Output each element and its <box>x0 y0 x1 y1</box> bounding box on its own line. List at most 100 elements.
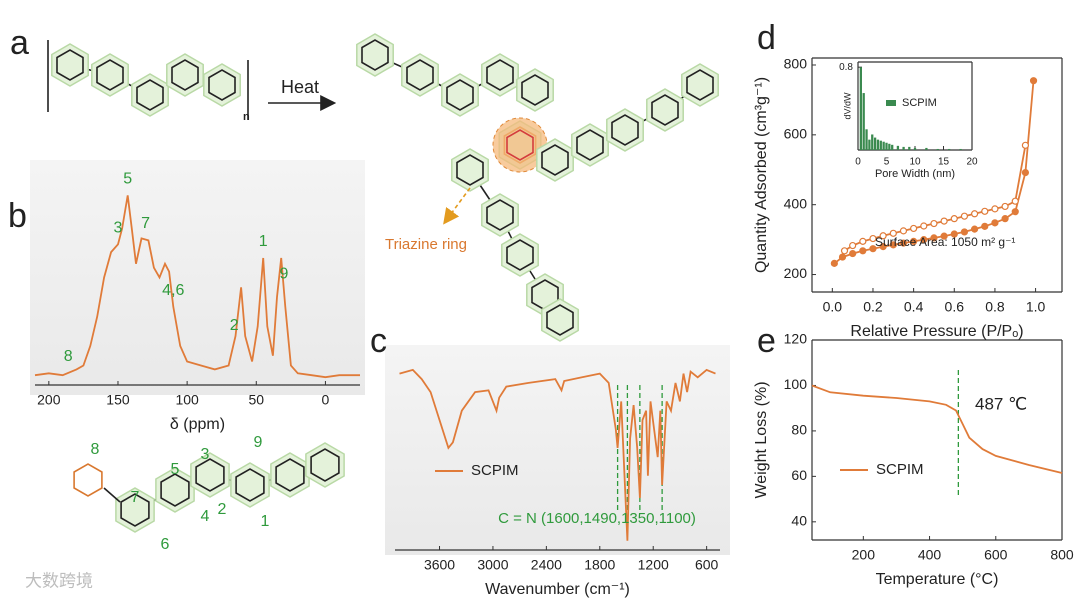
bar <box>888 143 891 150</box>
x-tick-label: 800 <box>1050 547 1074 563</box>
data-point <box>971 210 979 218</box>
data-point <box>910 237 918 245</box>
data-point <box>930 219 938 228</box>
x-tick-label: 200 <box>852 547 876 563</box>
y-tick-label: 200 <box>784 265 808 281</box>
y-tick-label: 400 <box>784 195 808 211</box>
ring <box>651 94 679 126</box>
spectrum-line <box>34 195 360 379</box>
ring <box>541 144 569 176</box>
x-tick-label: 600 <box>695 557 719 573</box>
data-point <box>879 232 887 240</box>
atom-number: 7 <box>131 489 140 506</box>
bar <box>948 148 951 150</box>
bar <box>871 134 874 150</box>
watermark: 大数跨境 <box>25 571 93 590</box>
y-tick-label: 100 <box>784 376 808 392</box>
data-point <box>991 205 999 213</box>
data-point <box>879 242 887 251</box>
y-tick-label: 80 <box>791 422 807 438</box>
panel-label: b <box>8 197 27 235</box>
annotation: Surface Area: 1050 m² g⁻¹ <box>875 235 1015 249</box>
data-point <box>991 219 999 227</box>
x-tick-label: 0 <box>322 392 330 408</box>
x-tick-label: 0 <box>855 157 861 168</box>
x-axis-label: Temperature (°C) <box>876 571 999 588</box>
panel-c-background <box>385 345 730 555</box>
repeat-unit: n <box>243 111 250 123</box>
spectrum-line <box>811 384 1063 474</box>
bar <box>882 141 885 150</box>
reaction-condition: Heat <box>281 77 319 97</box>
data-point <box>950 230 958 238</box>
peak-label: 1 <box>259 233 268 250</box>
bar <box>859 67 862 150</box>
data-point <box>838 253 847 261</box>
x-tick-label: 100 <box>175 392 199 408</box>
ring <box>546 304 574 336</box>
ring <box>235 468 265 502</box>
data-point <box>910 224 918 233</box>
atom-number: 4 <box>201 508 210 525</box>
y-axis-label: dV/dW <box>842 92 852 120</box>
atom-number: 2 <box>218 501 227 518</box>
data-point <box>840 247 849 255</box>
data-point <box>940 217 948 225</box>
y-tick-label: 600 <box>784 126 808 142</box>
pointer-arrow <box>443 187 471 225</box>
peak-label: 4,6 <box>162 282 184 299</box>
y-tick-label: 40 <box>791 513 807 529</box>
x-tick-label: 150 <box>106 392 130 408</box>
peak-label: 9 <box>279 266 288 283</box>
y-axis-label: Weight Loss (%) <box>753 381 770 498</box>
panel-label: a <box>10 24 29 62</box>
data-point <box>859 247 867 255</box>
x-tick-label: 2400 <box>531 557 562 573</box>
data-point <box>960 228 969 236</box>
chart: 200 400 600 800 40 60 80 100 120 Temperature (°C)… <box>753 331 1074 589</box>
y-axis-label: Quantity Adsorbed (cm³g⁻¹) <box>753 77 770 273</box>
data-point <box>981 222 989 230</box>
x-tick-label: 200 <box>37 392 61 408</box>
bar <box>902 146 905 150</box>
x-tick-label: 0.8 <box>985 299 1005 315</box>
annotation: C = N (1600,1490,1350,1100) <box>498 510 696 527</box>
panel-b-background <box>30 160 365 395</box>
ring <box>275 458 305 492</box>
bar <box>862 93 865 150</box>
y-tick-label: 120 <box>784 331 808 347</box>
x-tick-label: 5 <box>884 157 890 168</box>
data-point <box>869 234 877 243</box>
triazine-fragment <box>73 463 103 497</box>
data-point <box>1029 77 1038 85</box>
ring <box>611 114 639 146</box>
x-tick-label: 0.2 <box>863 299 883 315</box>
bar <box>908 146 911 150</box>
chart: 3600 3000 2400 1800 1200 600 Wavenumber (cm⁻¹)… <box>395 368 720 598</box>
legend-label: SCPIM <box>876 461 924 478</box>
ring <box>506 239 534 271</box>
x-tick-label: 400 <box>918 547 942 563</box>
data-point <box>849 249 857 258</box>
legend-label: SCPIM <box>471 462 519 479</box>
bond <box>103 487 121 503</box>
x-tick-label: 600 <box>984 547 1008 563</box>
data-point <box>920 236 928 244</box>
x-axis-label: Relative Pressure (P/Pₒ) <box>850 323 1023 340</box>
peak-label: 8 <box>64 348 73 365</box>
data-point <box>960 212 969 220</box>
bar <box>865 129 868 150</box>
x-axis-label: Pore Width (nm) <box>875 168 955 180</box>
x-tick-label: 1.0 <box>1026 299 1046 315</box>
data-point <box>859 237 867 245</box>
ring <box>120 493 150 527</box>
panel-label: e <box>757 322 776 360</box>
bar <box>913 147 917 150</box>
x-tick-label: 50 <box>248 392 264 408</box>
bar <box>959 148 962 150</box>
